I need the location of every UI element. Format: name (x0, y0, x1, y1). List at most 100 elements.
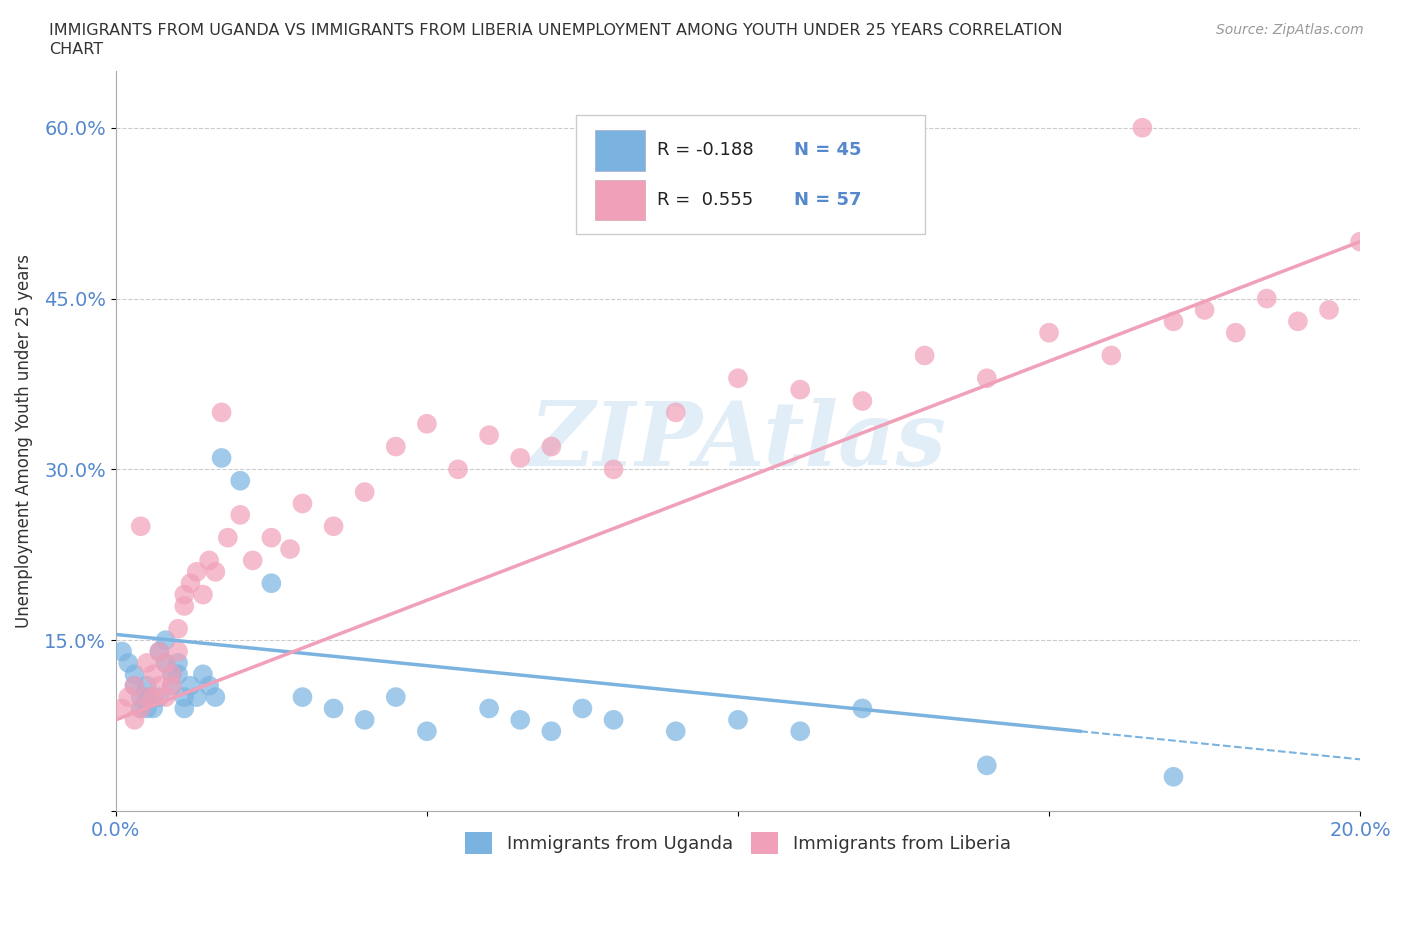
Point (1348, 234, 1371, 249)
Text: N = 45: N = 45 (794, 141, 862, 159)
Point (124, 678, 146, 693)
Point (142, 667, 165, 682)
Point (478, 701, 501, 716)
Text: N = 57: N = 57 (794, 191, 862, 208)
Point (167, 644, 190, 659)
Point (602, 712, 624, 727)
Point (789, 724, 811, 738)
Point (124, 678, 146, 693)
Point (851, 393, 873, 408)
Point (167, 656, 190, 671)
Text: ZIPAtlas: ZIPAtlas (530, 398, 946, 485)
Point (129, 701, 152, 716)
FancyBboxPatch shape (576, 115, 925, 233)
Y-axis label: Unemployment Among Youth under 25 years: Unemployment Among Youth under 25 years (15, 254, 32, 628)
Point (136, 690, 159, 705)
Point (1163, 769, 1185, 784)
Point (160, 667, 183, 682)
Point (851, 701, 873, 716)
Text: Source: ZipAtlas.com: Source: ZipAtlas.com (1216, 23, 1364, 37)
Point (111, 644, 134, 659)
Point (136, 678, 159, 693)
Point (148, 678, 170, 693)
Point (211, 405, 233, 419)
Point (117, 656, 139, 671)
Point (509, 712, 531, 727)
Text: R =  0.555: R = 0.555 (657, 191, 754, 208)
Point (155, 632, 177, 647)
Point (416, 417, 439, 432)
Legend: Immigrants from Uganda, Immigrants from Liberia: Immigrants from Uganda, Immigrants from … (458, 825, 1018, 861)
Point (136, 701, 159, 716)
Point (1163, 313, 1185, 328)
Point (155, 656, 177, 671)
Point (976, 758, 998, 773)
Point (136, 690, 159, 705)
Point (727, 371, 749, 386)
Point (1286, 313, 1309, 328)
Point (204, 690, 226, 705)
Point (416, 724, 439, 738)
Point (385, 690, 408, 705)
Point (155, 690, 177, 705)
Point (179, 576, 201, 591)
Point (353, 485, 375, 499)
Point (540, 724, 562, 738)
Point (478, 428, 501, 443)
Point (124, 712, 146, 727)
Point (602, 462, 624, 477)
Point (291, 496, 314, 511)
Point (142, 701, 165, 716)
Point (229, 473, 252, 488)
Point (198, 678, 221, 693)
Point (191, 667, 214, 682)
Point (1130, 120, 1153, 135)
Point (173, 599, 195, 614)
Point (173, 701, 195, 716)
Text: CHART: CHART (49, 42, 103, 57)
Point (260, 530, 283, 545)
Point (191, 587, 214, 602)
Point (1194, 302, 1216, 317)
Point (111, 701, 134, 716)
Text: R = -0.188: R = -0.188 (657, 141, 754, 159)
Point (1317, 302, 1340, 317)
Point (353, 712, 375, 727)
Point (242, 553, 264, 568)
FancyBboxPatch shape (595, 130, 645, 171)
Point (789, 382, 811, 397)
Point (1225, 326, 1247, 340)
Point (217, 530, 239, 545)
Point (540, 439, 562, 454)
Point (211, 450, 233, 465)
Point (129, 690, 152, 705)
Point (129, 519, 152, 534)
Point (665, 724, 688, 738)
Point (229, 508, 252, 523)
Point (142, 690, 165, 705)
Point (727, 712, 749, 727)
Point (148, 644, 170, 659)
Point (976, 371, 998, 386)
Point (160, 678, 183, 693)
Point (179, 678, 201, 693)
Point (665, 405, 688, 419)
Point (278, 541, 301, 556)
FancyBboxPatch shape (595, 179, 645, 220)
Point (167, 667, 190, 682)
Point (322, 519, 344, 534)
Point (124, 667, 146, 682)
Point (173, 587, 195, 602)
Point (260, 576, 283, 591)
Point (571, 701, 593, 716)
Point (173, 690, 195, 705)
Point (167, 621, 190, 636)
Point (385, 439, 408, 454)
Point (186, 565, 208, 579)
Point (160, 667, 183, 682)
Point (142, 690, 165, 705)
Text: IMMIGRANTS FROM UGANDA VS IMMIGRANTS FROM LIBERIA UNEMPLOYMENT AMONG YOUTH UNDER: IMMIGRANTS FROM UGANDA VS IMMIGRANTS FRO… (49, 23, 1063, 38)
Point (148, 690, 170, 705)
Point (204, 565, 226, 579)
Point (186, 690, 208, 705)
